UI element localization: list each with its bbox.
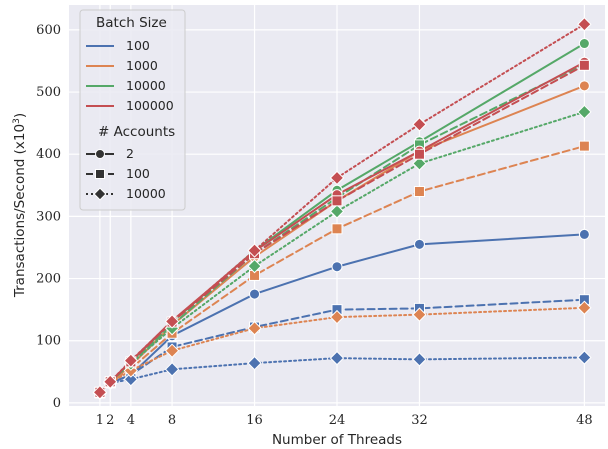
y-tick-labels: 0 100 200 300 400 500 600 xyxy=(36,23,61,411)
data-point xyxy=(578,38,590,50)
x-tick-labels: 1 2 4 8 16 24 32 48 xyxy=(96,413,593,428)
x-tick-label: 8 xyxy=(168,413,176,428)
data-point xyxy=(578,80,590,92)
data-point xyxy=(329,309,345,325)
data-point xyxy=(329,204,345,219)
legend-label: 100 xyxy=(126,38,150,53)
data-point xyxy=(123,372,139,387)
data-point xyxy=(103,374,118,389)
data-point xyxy=(331,223,343,235)
legend-hue-title: Batch Size xyxy=(96,15,167,31)
series-line-batch-1000-accounts-10000 xyxy=(98,306,586,394)
data-point xyxy=(247,243,262,258)
y-axis-label-superscript: 3 xyxy=(12,118,22,124)
data-point xyxy=(247,258,262,274)
data-point xyxy=(164,343,180,358)
data-point xyxy=(164,362,180,377)
data-point xyxy=(413,186,425,198)
y-axis-label-close: ) xyxy=(12,113,28,118)
y-tick-label: 400 xyxy=(36,147,61,162)
legend: Batch Size 100 1000 10000 100000 # Accounts… xyxy=(79,9,186,211)
y-tick-label: 300 xyxy=(36,209,61,224)
legend-box xyxy=(79,9,186,211)
y-tick-label: 600 xyxy=(36,23,61,38)
data-point xyxy=(329,350,345,366)
legend-marker xyxy=(93,187,107,201)
x-tick-label: 1 xyxy=(96,413,104,428)
legend-label: 100000 xyxy=(126,98,174,113)
legend-marker xyxy=(95,169,105,179)
x-tick-label: 2 xyxy=(106,413,114,428)
legend-hue-entries: 100 1000 10000 100000 xyxy=(86,38,174,113)
data-point xyxy=(164,314,180,329)
data-point xyxy=(413,148,425,160)
series-line-batch-100000-accounts-100 xyxy=(98,64,586,394)
data-point xyxy=(92,385,108,400)
legend-label: 10000 xyxy=(126,78,166,93)
data-point xyxy=(578,140,590,152)
x-tick-label: 48 xyxy=(576,413,593,428)
data-point xyxy=(249,288,261,300)
y-tick-label: 100 xyxy=(36,334,61,349)
data-point xyxy=(577,104,592,120)
data-point xyxy=(577,17,592,32)
legend-style-entries: 2 100 10000 xyxy=(86,146,166,201)
legend-label: 100 xyxy=(126,166,150,181)
data-point xyxy=(578,228,590,240)
legend-label: 10000 xyxy=(126,186,166,201)
data-point xyxy=(331,195,343,207)
data-point xyxy=(578,59,590,71)
data-point xyxy=(329,170,345,186)
x-tick-label: 16 xyxy=(246,413,263,428)
data-point xyxy=(412,352,427,367)
x-tick-label: 4 xyxy=(127,413,135,428)
x-axis-label: Number of Threads xyxy=(272,432,402,448)
series-line-batch-10000-accounts-100 xyxy=(98,63,586,394)
legend-marker xyxy=(95,149,105,159)
y-tick-label: 200 xyxy=(36,272,61,287)
y-axis-label: Transactions/Second (x103) xyxy=(12,113,28,298)
data-point xyxy=(413,238,425,250)
data-point xyxy=(412,117,427,132)
data-point xyxy=(123,353,139,368)
data-point xyxy=(577,350,592,365)
legend-label: 1000 xyxy=(126,58,158,73)
x-tick-label: 24 xyxy=(329,413,346,428)
legend-style-title: # Accounts xyxy=(98,124,175,140)
data-point xyxy=(412,156,427,171)
data-point xyxy=(577,300,592,315)
y-tick-label: 0 xyxy=(53,396,61,411)
y-tick-label: 500 xyxy=(36,85,61,100)
series-markers xyxy=(92,17,592,401)
data-point xyxy=(247,355,262,371)
x-tick-label: 32 xyxy=(411,413,428,428)
legend-label: 2 xyxy=(126,146,134,161)
data-point xyxy=(247,321,262,336)
data-point xyxy=(331,261,343,273)
data-point xyxy=(412,307,427,322)
